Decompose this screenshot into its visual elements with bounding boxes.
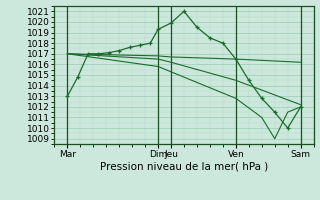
X-axis label: Pression niveau de la mer( hPa ): Pression niveau de la mer( hPa ): [100, 161, 268, 171]
